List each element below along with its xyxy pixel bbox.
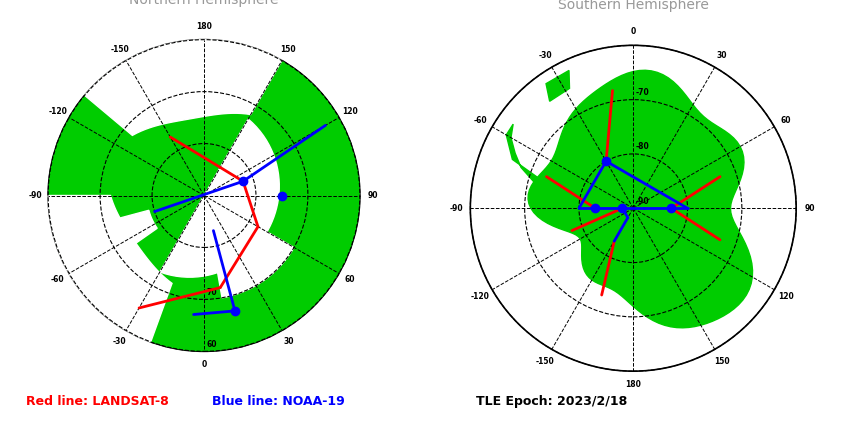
Text: 30: 30 <box>717 51 727 60</box>
Title: Southern Hemisphere: Southern Hemisphere <box>558 0 709 11</box>
Circle shape <box>470 45 796 371</box>
Text: Red line: LANDSAT-8: Red line: LANDSAT-8 <box>26 395 168 408</box>
Polygon shape <box>160 119 280 277</box>
Text: 150: 150 <box>714 357 729 366</box>
Text: -120: -120 <box>48 107 67 116</box>
Text: 90: 90 <box>367 191 378 200</box>
Circle shape <box>48 40 360 351</box>
Text: -60: -60 <box>473 116 487 125</box>
Text: -30: -30 <box>113 337 127 346</box>
Text: 60: 60 <box>345 275 355 284</box>
Text: -90: -90 <box>450 204 463 213</box>
Polygon shape <box>48 196 172 342</box>
Text: -150: -150 <box>110 45 129 54</box>
Text: -60: -60 <box>51 275 65 284</box>
Circle shape <box>48 40 360 351</box>
Text: -120: -120 <box>471 292 490 301</box>
Text: -90: -90 <box>636 196 649 206</box>
Polygon shape <box>507 124 549 190</box>
Polygon shape <box>63 250 112 306</box>
Polygon shape <box>528 70 752 328</box>
Text: 60: 60 <box>207 340 217 349</box>
Text: 120: 120 <box>779 292 794 301</box>
Text: 30: 30 <box>283 337 293 346</box>
Text: -90: -90 <box>28 191 42 200</box>
Text: 0: 0 <box>201 360 207 369</box>
Text: -150: -150 <box>536 357 554 366</box>
Text: TLE Epoch: 2023/2/18: TLE Epoch: 2023/2/18 <box>476 395 627 408</box>
Text: 180: 180 <box>626 380 641 389</box>
Text: 90: 90 <box>804 204 815 213</box>
Polygon shape <box>85 40 282 136</box>
Text: -80: -80 <box>636 142 649 151</box>
Text: -70: -70 <box>636 88 649 97</box>
Polygon shape <box>114 210 157 249</box>
Text: -30: -30 <box>538 51 552 60</box>
Text: 180: 180 <box>196 22 212 31</box>
Title: Northern Hemisphere: Northern Hemisphere <box>129 0 279 7</box>
Text: 70: 70 <box>207 288 218 297</box>
Text: Blue line: NOAA-19: Blue line: NOAA-19 <box>212 395 345 408</box>
Text: 60: 60 <box>781 116 791 125</box>
Text: 0: 0 <box>631 27 636 36</box>
Text: 150: 150 <box>280 45 296 54</box>
Polygon shape <box>546 71 570 101</box>
Text: 120: 120 <box>343 107 358 116</box>
Polygon shape <box>213 221 294 298</box>
